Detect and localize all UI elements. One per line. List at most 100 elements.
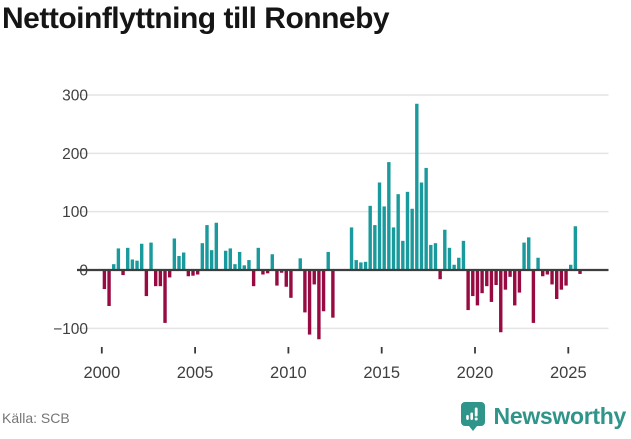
bar	[167, 271, 172, 278]
bar	[457, 257, 461, 270]
bar	[461, 240, 466, 271]
bar	[317, 271, 321, 340]
bar	[251, 271, 256, 287]
bar	[153, 271, 158, 287]
bar	[373, 225, 377, 270]
bar	[261, 271, 265, 275]
bar	[186, 271, 191, 277]
x-axis-tick-label: 2025	[550, 364, 587, 382]
bar	[466, 271, 470, 311]
bar	[541, 271, 545, 277]
bar	[177, 256, 181, 270]
bar	[536, 257, 540, 270]
bar	[191, 271, 195, 276]
bar	[284, 271, 288, 287]
bar	[401, 240, 405, 271]
bar	[555, 271, 559, 299]
bar	[102, 271, 107, 290]
newsworthy-logo-text: Newsworthy	[493, 403, 627, 429]
bar	[368, 205, 372, 270]
bar	[513, 271, 517, 306]
bar	[172, 238, 177, 270]
bar	[126, 247, 130, 270]
bar	[503, 271, 508, 290]
y-axis-tick-label: 200	[62, 146, 88, 163]
bar	[107, 271, 111, 306]
bar	[163, 271, 167, 323]
bar	[237, 251, 242, 270]
bar	[471, 271, 475, 297]
bar	[531, 271, 536, 323]
bar	[130, 259, 135, 270]
y-axis-tick-label: −100	[53, 321, 88, 338]
bar	[214, 222, 219, 270]
x-axis-tick-label: 2015	[363, 364, 400, 382]
bar	[508, 271, 512, 277]
x-axis-tick-label: 2005	[177, 364, 214, 382]
bar	[447, 247, 452, 270]
x-axis-tick-label: 2000	[83, 364, 120, 382]
bar	[438, 271, 442, 280]
bar	[433, 243, 438, 270]
bar	[522, 242, 526, 270]
bar	[279, 271, 284, 273]
bar	[135, 260, 139, 270]
newsworthy-logo: Newsworthy	[460, 401, 626, 432]
bar	[377, 182, 382, 270]
bar	[405, 191, 410, 270]
bar	[363, 261, 368, 270]
bar	[559, 271, 564, 290]
bar	[494, 271, 498, 285]
bar	[517, 271, 522, 293]
newsworthy-bubble-chart-icon	[460, 402, 485, 431]
bar	[116, 248, 121, 270]
y-axis-tick-label: 300	[62, 88, 88, 105]
bar	[200, 243, 205, 270]
x-axis-tick-label: 2020	[457, 364, 494, 382]
bar	[410, 208, 414, 270]
bar	[247, 260, 251, 270]
bar	[209, 250, 214, 270]
bar	[354, 260, 358, 270]
bar	[349, 227, 354, 270]
bar	[121, 271, 125, 276]
bar	[112, 264, 116, 270]
bar	[326, 251, 330, 270]
bar	[181, 252, 186, 270]
bar	[489, 271, 494, 302]
bar	[545, 271, 550, 275]
bar	[419, 182, 424, 270]
bar	[265, 271, 270, 274]
bar	[564, 271, 568, 286]
bar	[573, 226, 578, 270]
bar	[443, 229, 447, 270]
bar	[144, 271, 149, 297]
bar	[195, 271, 200, 275]
bar	[429, 244, 433, 270]
bar	[307, 271, 312, 335]
bar	[149, 242, 153, 270]
bar	[270, 254, 274, 270]
bar	[415, 103, 419, 270]
bar	[569, 264, 573, 270]
bar	[475, 271, 480, 306]
bar	[228, 248, 232, 270]
bar	[382, 206, 386, 270]
bar	[321, 271, 326, 312]
bar	[359, 262, 363, 270]
bar	[550, 271, 554, 285]
bar	[289, 271, 293, 298]
bar	[480, 271, 484, 294]
bar	[256, 247, 260, 270]
chart-title: Nettoinflyttning till Ronneby	[2, 2, 390, 35]
x-axis-tick-label: 2010	[270, 364, 307, 382]
bar	[223, 250, 228, 270]
bar	[331, 271, 335, 318]
bar	[140, 243, 144, 270]
source-label: Källa: SCB	[2, 410, 70, 426]
bar	[303, 271, 307, 313]
bar	[205, 225, 209, 270]
bar	[527, 237, 531, 270]
